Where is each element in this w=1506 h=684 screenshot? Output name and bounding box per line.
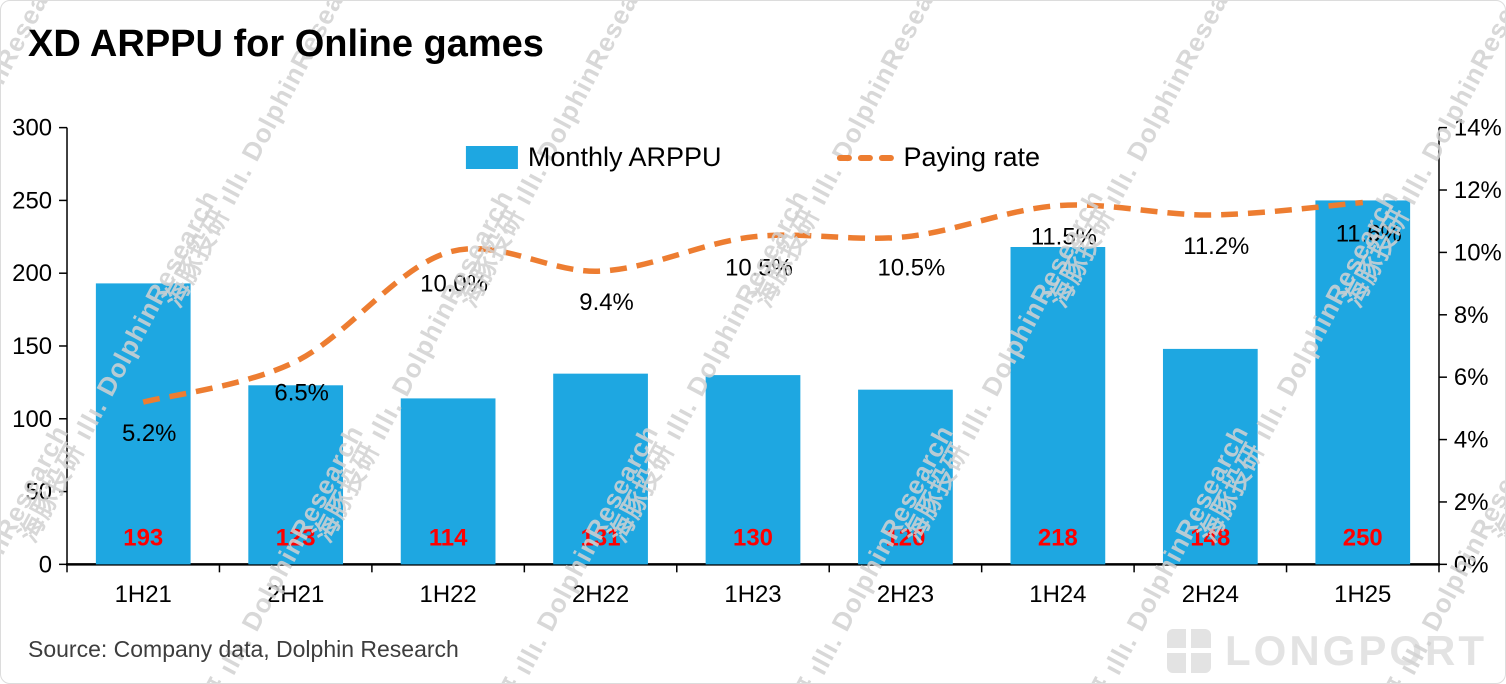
svg-text:1H24: 1H24 — [1029, 581, 1086, 608]
svg-text:1H23: 1H23 — [724, 581, 781, 608]
bar-swatch-icon — [465, 146, 518, 169]
svg-text:123: 123 — [276, 524, 316, 551]
legend-item-paying-rate: Paying rate — [836, 142, 1040, 173]
legend-item-monthly-arppu: Monthly ARPPU — [465, 142, 722, 173]
svg-text:4%: 4% — [1454, 427, 1489, 454]
svg-text:10%: 10% — [1454, 239, 1502, 266]
svg-text:11.5%: 11.5% — [1031, 224, 1097, 251]
svg-text:2H22: 2H22 — [572, 581, 629, 608]
svg-text:131: 131 — [581, 524, 621, 551]
svg-text:5.2%: 5.2% — [122, 420, 177, 447]
svg-text:1H21: 1H21 — [115, 581, 172, 608]
svg-text:1H22: 1H22 — [420, 581, 477, 608]
svg-text:10.5%: 10.5% — [878, 255, 946, 282]
bar-series: 193 123 114 131 130 120 218 148 250 — [95, 200, 1411, 565]
svg-text:14%: 14% — [1454, 115, 1502, 142]
svg-text:193: 193 — [123, 524, 163, 551]
svg-text:2%: 2% — [1454, 489, 1489, 516]
svg-text:150: 150 — [12, 333, 52, 360]
svg-text:12%: 12% — [1454, 177, 1502, 204]
longport-logo-icon — [1167, 629, 1211, 673]
x-axis: 1H21 2H21 1H22 2H22 1H23 2H23 1H24 2H24 1H25 — [66, 563, 1440, 608]
chart-legend: Monthly ARPPU Paying rate — [465, 142, 1040, 173]
longport-logo-text: LONGPORT — [1225, 627, 1487, 674]
svg-text:300: 300 — [12, 115, 52, 142]
chart-title: XD ARPPU for Online games — [28, 23, 544, 65]
longport-watermark: LONGPORT — [1167, 627, 1487, 675]
svg-text:2H23: 2H23 — [877, 581, 934, 608]
svg-text:10.5%: 10.5% — [725, 255, 793, 282]
left-axis: 0 50 100 150 200 250 300 — [12, 115, 68, 578]
svg-text:8%: 8% — [1454, 302, 1489, 329]
dashed-line-swatch-icon — [836, 154, 894, 161]
svg-text:2H24: 2H24 — [1182, 581, 1239, 608]
svg-text:148: 148 — [1190, 524, 1230, 551]
svg-text:2H21: 2H21 — [267, 581, 324, 608]
svg-text:11.2%: 11.2% — [1183, 233, 1249, 260]
svg-text:1H25: 1H25 — [1334, 581, 1391, 608]
source-note: Source: Company data, Dolphin Research — [28, 636, 459, 662]
svg-text:120: 120 — [885, 524, 925, 551]
svg-text:11.6%: 11.6% — [1336, 220, 1402, 247]
svg-text:6.5%: 6.5% — [274, 379, 329, 406]
svg-text:250: 250 — [12, 187, 52, 214]
right-axis: 0% 2% 4% 6% 8% 10% 12% 14% — [1438, 115, 1502, 578]
line-series: 5.2% 6.5% 10.0% 9.4% 10.5% 10.5% 11.5% 11.2% 11.… — [122, 199, 1402, 447]
svg-text:0%: 0% — [1454, 551, 1489, 578]
svg-text:9.4%: 9.4% — [579, 289, 634, 316]
svg-text:130: 130 — [733, 524, 773, 551]
svg-text:250: 250 — [1343, 524, 1383, 551]
svg-text:114: 114 — [429, 524, 468, 551]
svg-text:200: 200 — [12, 260, 52, 287]
legend-label-paying-rate: Paying rate — [903, 142, 1041, 172]
svg-text:10.0%: 10.0% — [420, 270, 488, 297]
svg-text:50: 50 — [25, 479, 52, 506]
svg-text:0: 0 — [39, 551, 52, 578]
svg-text:6%: 6% — [1454, 364, 1489, 391]
legend-label-monthly-arppu: Monthly ARPPU — [527, 142, 722, 172]
svg-text:218: 218 — [1038, 524, 1078, 551]
svg-text:100: 100 — [12, 406, 52, 433]
